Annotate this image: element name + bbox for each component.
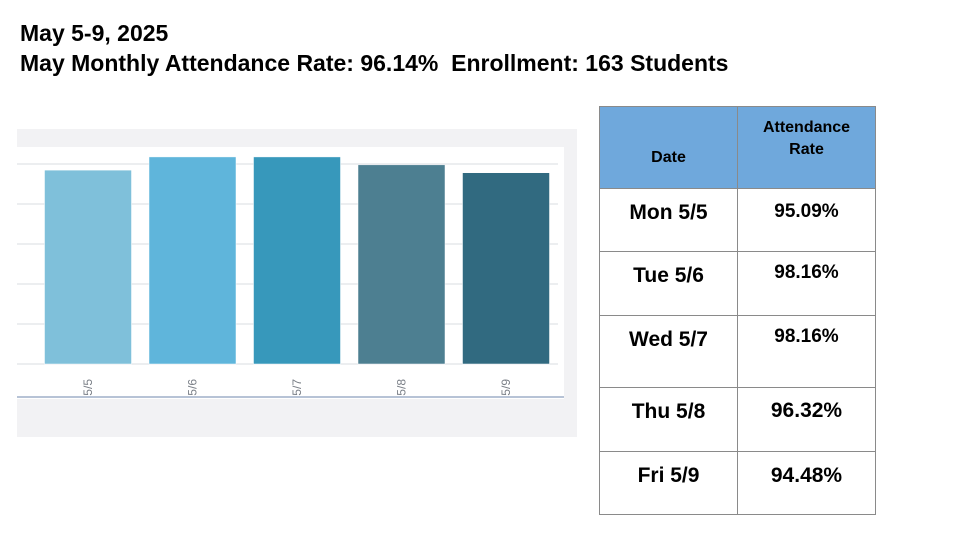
bar-5-6	[148, 156, 237, 365]
row-date: Fri 5/9	[599, 451, 738, 515]
table-header-row: Date Attendance Rate	[599, 106, 876, 189]
row-rate: 98.16%	[737, 315, 876, 388]
column-header-attendance-rate-text: Attendance Rate	[762, 119, 851, 158]
column-header-date: Date	[599, 106, 738, 189]
row-date: Wed 5/7	[599, 315, 738, 388]
attendance-table: Date Attendance Rate Mon 5/5 95.09% Tue …	[599, 106, 876, 515]
bar-5-5	[44, 169, 132, 365]
row-date: Thu 5/8	[599, 387, 738, 452]
x-tick-label: 5/9	[499, 379, 513, 396]
chart-svg: 5/5 5/6 5/7 5/8 5/9	[17, 147, 564, 399]
x-tick-label: 5/8	[395, 379, 409, 396]
row-date: Mon 5/5	[599, 188, 738, 252]
page-subtitle: May Monthly Attendance Rate: 96.14% Enro…	[20, 50, 729, 76]
table-row: Mon 5/5 95.09%	[599, 188, 876, 252]
row-date: Tue 5/6	[599, 251, 738, 316]
table-row: Fri 5/9 94.48%	[599, 451, 876, 515]
x-tick-label: 5/5	[81, 379, 95, 396]
attendance-bar-chart: 5/5 5/6 5/7 5/8 5/9	[17, 129, 577, 437]
row-rate: 95.09%	[737, 188, 876, 252]
x-tick-label: 5/7	[290, 379, 304, 396]
row-rate: 96.32%	[737, 387, 876, 452]
table-row: Thu 5/8 96.32%	[599, 387, 876, 452]
column-header-attendance-rate: Attendance Rate	[737, 106, 876, 189]
table-row: Tue 5/6 98.16%	[599, 251, 876, 316]
page-title: May 5-9, 2025	[20, 20, 169, 46]
bar-5-7	[253, 156, 341, 365]
x-tick-label: 5/6	[186, 379, 200, 396]
bar-5-9	[462, 172, 550, 365]
row-rate: 98.16%	[737, 251, 876, 316]
bar-5-8	[357, 164, 446, 365]
row-rate: 94.48%	[737, 451, 876, 515]
table-row: Wed 5/7 98.16%	[599, 315, 876, 388]
